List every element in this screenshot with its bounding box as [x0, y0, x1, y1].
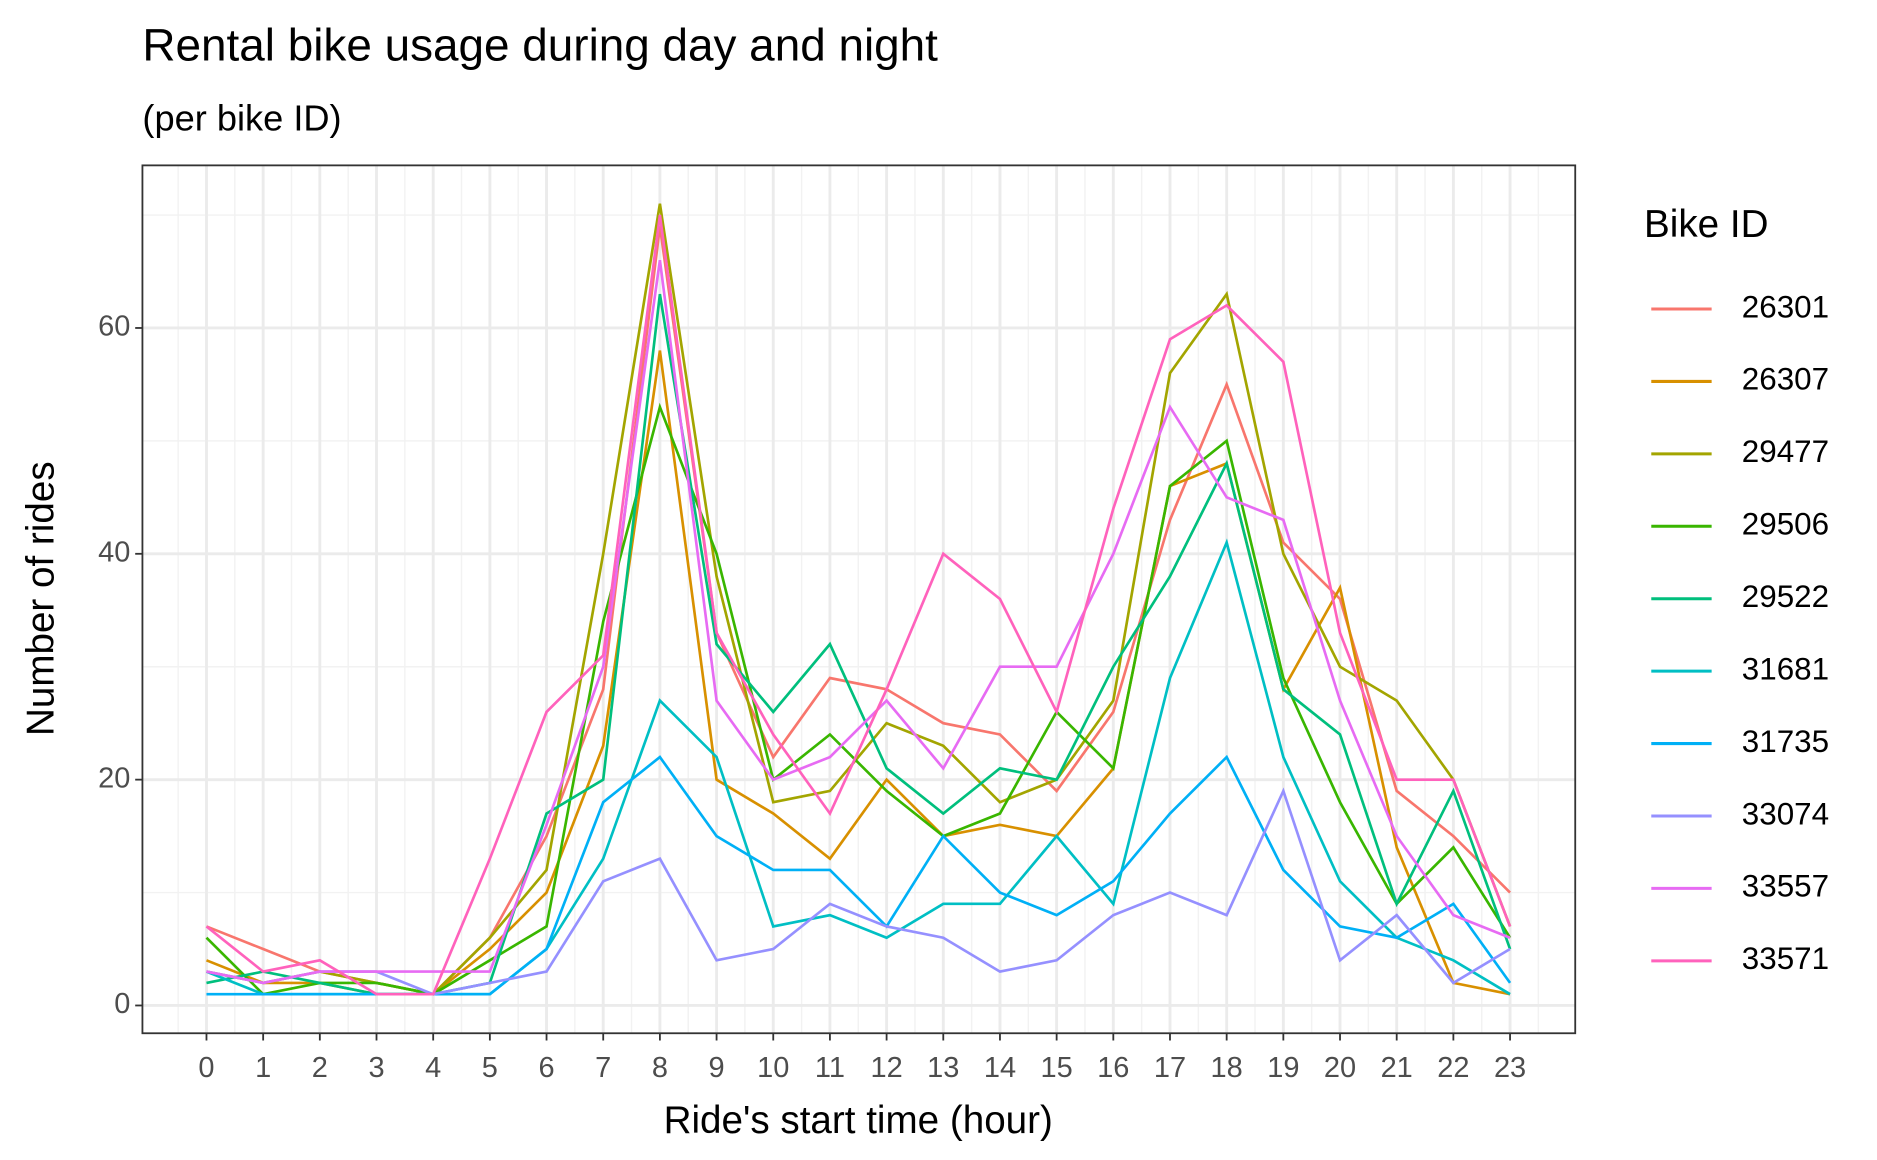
x-tick-label: 2 [312, 1052, 328, 1084]
legend-title: Bike ID [1644, 203, 1768, 246]
x-tick-label: 20 [1324, 1052, 1356, 1084]
y-tick-label: 40 [98, 536, 130, 568]
x-tick-label: 0 [198, 1052, 214, 1084]
x-tick-label: 16 [1097, 1052, 1129, 1084]
legend-label: 29477 [1742, 434, 1829, 469]
x-tick-label: 21 [1381, 1052, 1413, 1084]
legend-label: 33074 [1742, 796, 1829, 831]
x-tick-label: 3 [368, 1052, 384, 1084]
legend-label: 33557 [1742, 869, 1829, 904]
x-tick-label: 10 [757, 1052, 789, 1084]
x-tick-label: 9 [709, 1052, 725, 1084]
series-line [205, 214, 1512, 996]
chart-subtitle: (per bike ID) [142, 97, 341, 138]
legend-label: 29522 [1742, 579, 1829, 614]
x-tick-label: 7 [595, 1052, 611, 1084]
x-tick-label: 19 [1267, 1052, 1299, 1084]
series-line [206, 260, 1511, 985]
x-tick-label: 4 [425, 1052, 441, 1084]
chart-title: Rental bike usage during day and night [142, 18, 938, 70]
plot-border [141, 164, 1577, 1035]
y-tick-label: 20 [98, 762, 130, 794]
x-tick-label: 6 [538, 1052, 554, 1084]
x-tick-label: 8 [652, 1052, 668, 1084]
x-tick-label: 1 [255, 1052, 271, 1084]
y-tick-label: 0 [114, 988, 130, 1020]
y-axis-title: Number of rides [20, 461, 63, 736]
x-tick-label: 5 [482, 1052, 498, 1084]
y-tick-label: 60 [98, 311, 130, 343]
legend-label: 26301 [1742, 289, 1829, 324]
legend-label: 31681 [1742, 651, 1829, 686]
series-line [205, 402, 1512, 996]
x-tick-label: 18 [1211, 1052, 1243, 1084]
legend-label: 33571 [1742, 941, 1829, 976]
x-tick-label: 17 [1154, 1052, 1186, 1084]
legend-label: 29506 [1742, 507, 1829, 542]
series-line [206, 787, 1511, 996]
x-tick-label: 12 [870, 1052, 902, 1084]
x-tick-label: 22 [1437, 1052, 1469, 1084]
legend-label: 31735 [1742, 724, 1829, 759]
x-tick-label: 14 [984, 1052, 1016, 1084]
x-tick-label: 15 [1041, 1052, 1073, 1084]
x-tick-label: 13 [927, 1052, 959, 1084]
x-axis-title: Ride's start time (hour) [664, 1099, 1053, 1142]
legend-label: 26307 [1742, 362, 1829, 397]
x-tick-label: 11 [815, 1052, 845, 1084]
x-tick-label: 23 [1494, 1052, 1526, 1084]
